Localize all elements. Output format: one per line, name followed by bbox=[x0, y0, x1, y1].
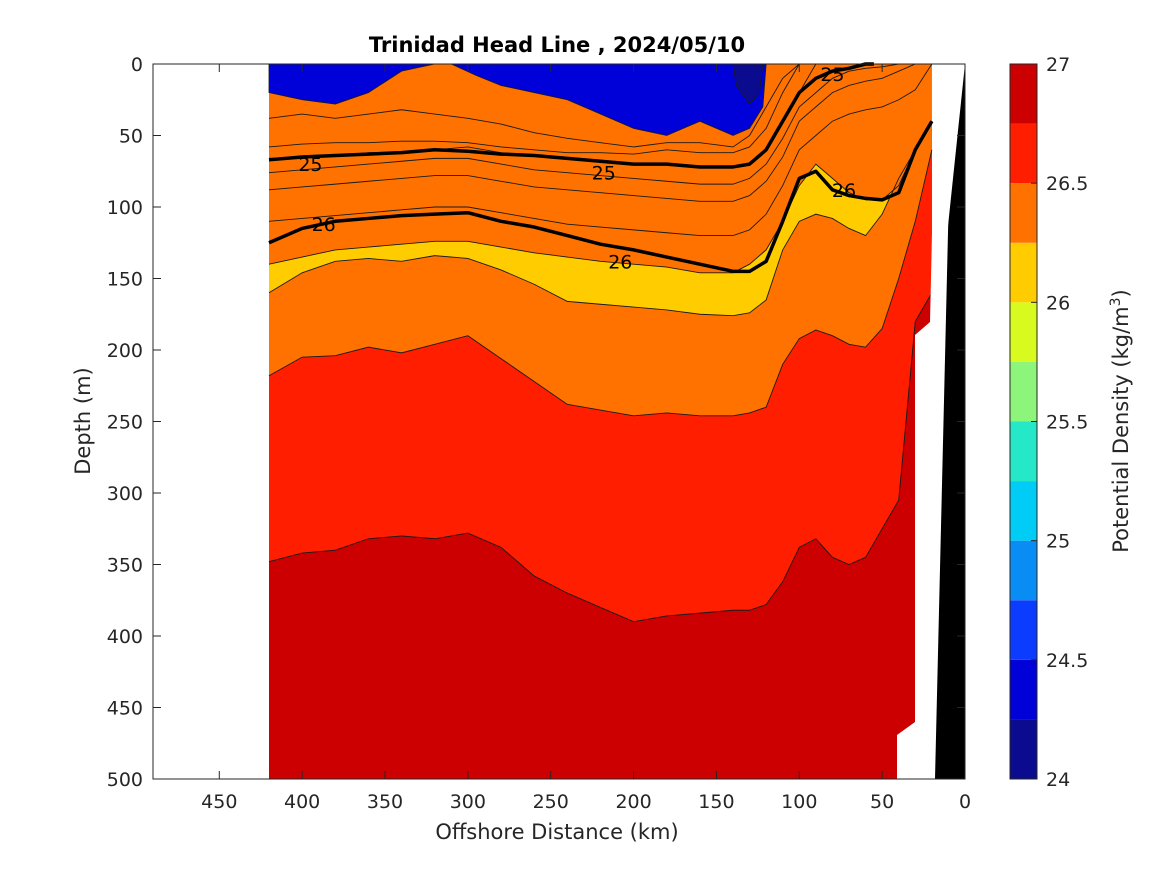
y-tick-label-3: 150 bbox=[107, 269, 143, 291]
y-tick-label-9: 450 bbox=[107, 698, 143, 720]
density-band-9 bbox=[269, 64, 932, 273]
y-tick-label-7: 350 bbox=[107, 555, 143, 577]
y-tick-label-2: 100 bbox=[107, 197, 143, 219]
colorbar-band-6 bbox=[1010, 361, 1037, 422]
contour-label-3: 26 bbox=[312, 214, 336, 236]
surface-low-density-patch-1 bbox=[451, 63, 767, 136]
colorbar-tick-label-6: 27 bbox=[1046, 54, 1070, 76]
plot-area: 25 25 25 26 26 26 bbox=[152, 62, 966, 780]
contour-label-1: 25 bbox=[592, 163, 616, 185]
colorbar-bands bbox=[1010, 64, 1037, 779]
colorbar-tick-label-2: 25 bbox=[1046, 531, 1070, 553]
colorbar-band-10 bbox=[1010, 123, 1037, 184]
contour-line-2 bbox=[268, 120, 933, 317]
y-tick-label-8: 400 bbox=[107, 626, 143, 648]
contour-label-0: 25 bbox=[298, 154, 322, 176]
y-tick-label-10: 500 bbox=[107, 769, 143, 791]
x-tick-label-2: 350 bbox=[367, 791, 403, 813]
colorbar-band-4 bbox=[1010, 481, 1037, 541]
x-tick-label-4: 250 bbox=[533, 791, 569, 813]
contour-line-8 bbox=[268, 63, 933, 237]
y-tick-label-6: 300 bbox=[107, 483, 143, 505]
chart-title: Trinidad Head Line , 2024/05/10 bbox=[369, 33, 745, 57]
bold-contour-26 bbox=[268, 120, 934, 274]
colorbar-ticks: 24 24.5 25 25.5 26 26.5 27 bbox=[1031, 54, 1088, 791]
colorbar-tick-label-4: 26 bbox=[1046, 292, 1070, 314]
x-tick-label-7: 100 bbox=[781, 791, 817, 813]
contour-line-1 bbox=[268, 149, 933, 417]
x-tick-label-1: 400 bbox=[284, 791, 320, 813]
surface-low-density-patch-0 bbox=[268, 63, 435, 105]
colorbar-title-main: Potential Density (kg/m bbox=[1109, 306, 1133, 552]
colorbar-band-5 bbox=[1010, 421, 1037, 482]
colorbar-band-9 bbox=[1010, 183, 1037, 243]
contour-line-3 bbox=[268, 63, 808, 148]
x-tick-label-5: 200 bbox=[615, 791, 651, 813]
colorbar-band-3 bbox=[1010, 540, 1037, 601]
colorbar-tick-label-1: 24.5 bbox=[1046, 650, 1088, 672]
x-tick-label-3: 300 bbox=[450, 791, 486, 813]
bold-contours bbox=[268, 62, 934, 274]
contour-line-6 bbox=[268, 63, 932, 185]
y-tick-label-4: 200 bbox=[107, 340, 143, 362]
y-tick-label-1: 50 bbox=[119, 126, 143, 148]
y-axis-title: Depth (m) bbox=[71, 367, 95, 474]
y-tick-label-5: 250 bbox=[107, 412, 143, 434]
density-bands bbox=[268, 63, 932, 779]
contour-label-5: 26 bbox=[832, 180, 856, 202]
colorbar-tick-label-5: 26.5 bbox=[1046, 173, 1088, 195]
colorbar-tick-label-3: 25.5 bbox=[1046, 412, 1088, 434]
x-tick-label-6: 150 bbox=[698, 791, 734, 813]
contour-line-0 bbox=[268, 292, 933, 623]
colorbar: 24 24.5 25 25.5 26 26.5 27 Potential Density (… bbox=[1009, 54, 1133, 791]
x-tick-label-8: 50 bbox=[870, 791, 894, 813]
colorbar-tick-label-0: 24 bbox=[1046, 769, 1070, 791]
x-tick-label-9: 0 bbox=[959, 791, 971, 813]
colorbar-band-7 bbox=[1010, 302, 1037, 362]
x-tick-label-0: 450 bbox=[201, 791, 237, 813]
y-tick-label-0: 0 bbox=[131, 54, 143, 76]
colorbar-band-11 bbox=[1010, 64, 1037, 124]
contour-labels: 25 25 25 26 26 26 bbox=[298, 64, 856, 273]
x-axis-title: Offshore Distance (km) bbox=[435, 820, 678, 844]
x-axis: 450 400 350 300 250 200 150 100 50 0 bbox=[201, 64, 971, 813]
contour-line-4 bbox=[268, 63, 808, 155]
colorbar-title-suffix: ) bbox=[1109, 289, 1133, 297]
colorbar-band-0 bbox=[1010, 719, 1037, 779]
colorbar-band-8 bbox=[1010, 242, 1037, 303]
colorbar-title: Potential Density (kg/m3) bbox=[1108, 289, 1133, 553]
colorbar-title-superscript: 3 bbox=[1108, 297, 1124, 306]
colorbar-band-2 bbox=[1010, 600, 1037, 660]
contour-label-2: 25 bbox=[820, 64, 844, 86]
bold-contour-25 bbox=[268, 62, 874, 169]
contour-line-7 bbox=[268, 63, 932, 202]
y-axis: 0 50 100 150 200 250 300 350 400 450 500 bbox=[107, 54, 965, 791]
no-data-wedge bbox=[897, 64, 952, 779]
colorbar-band-1 bbox=[1010, 659, 1037, 720]
contour-label-4: 26 bbox=[608, 251, 632, 273]
